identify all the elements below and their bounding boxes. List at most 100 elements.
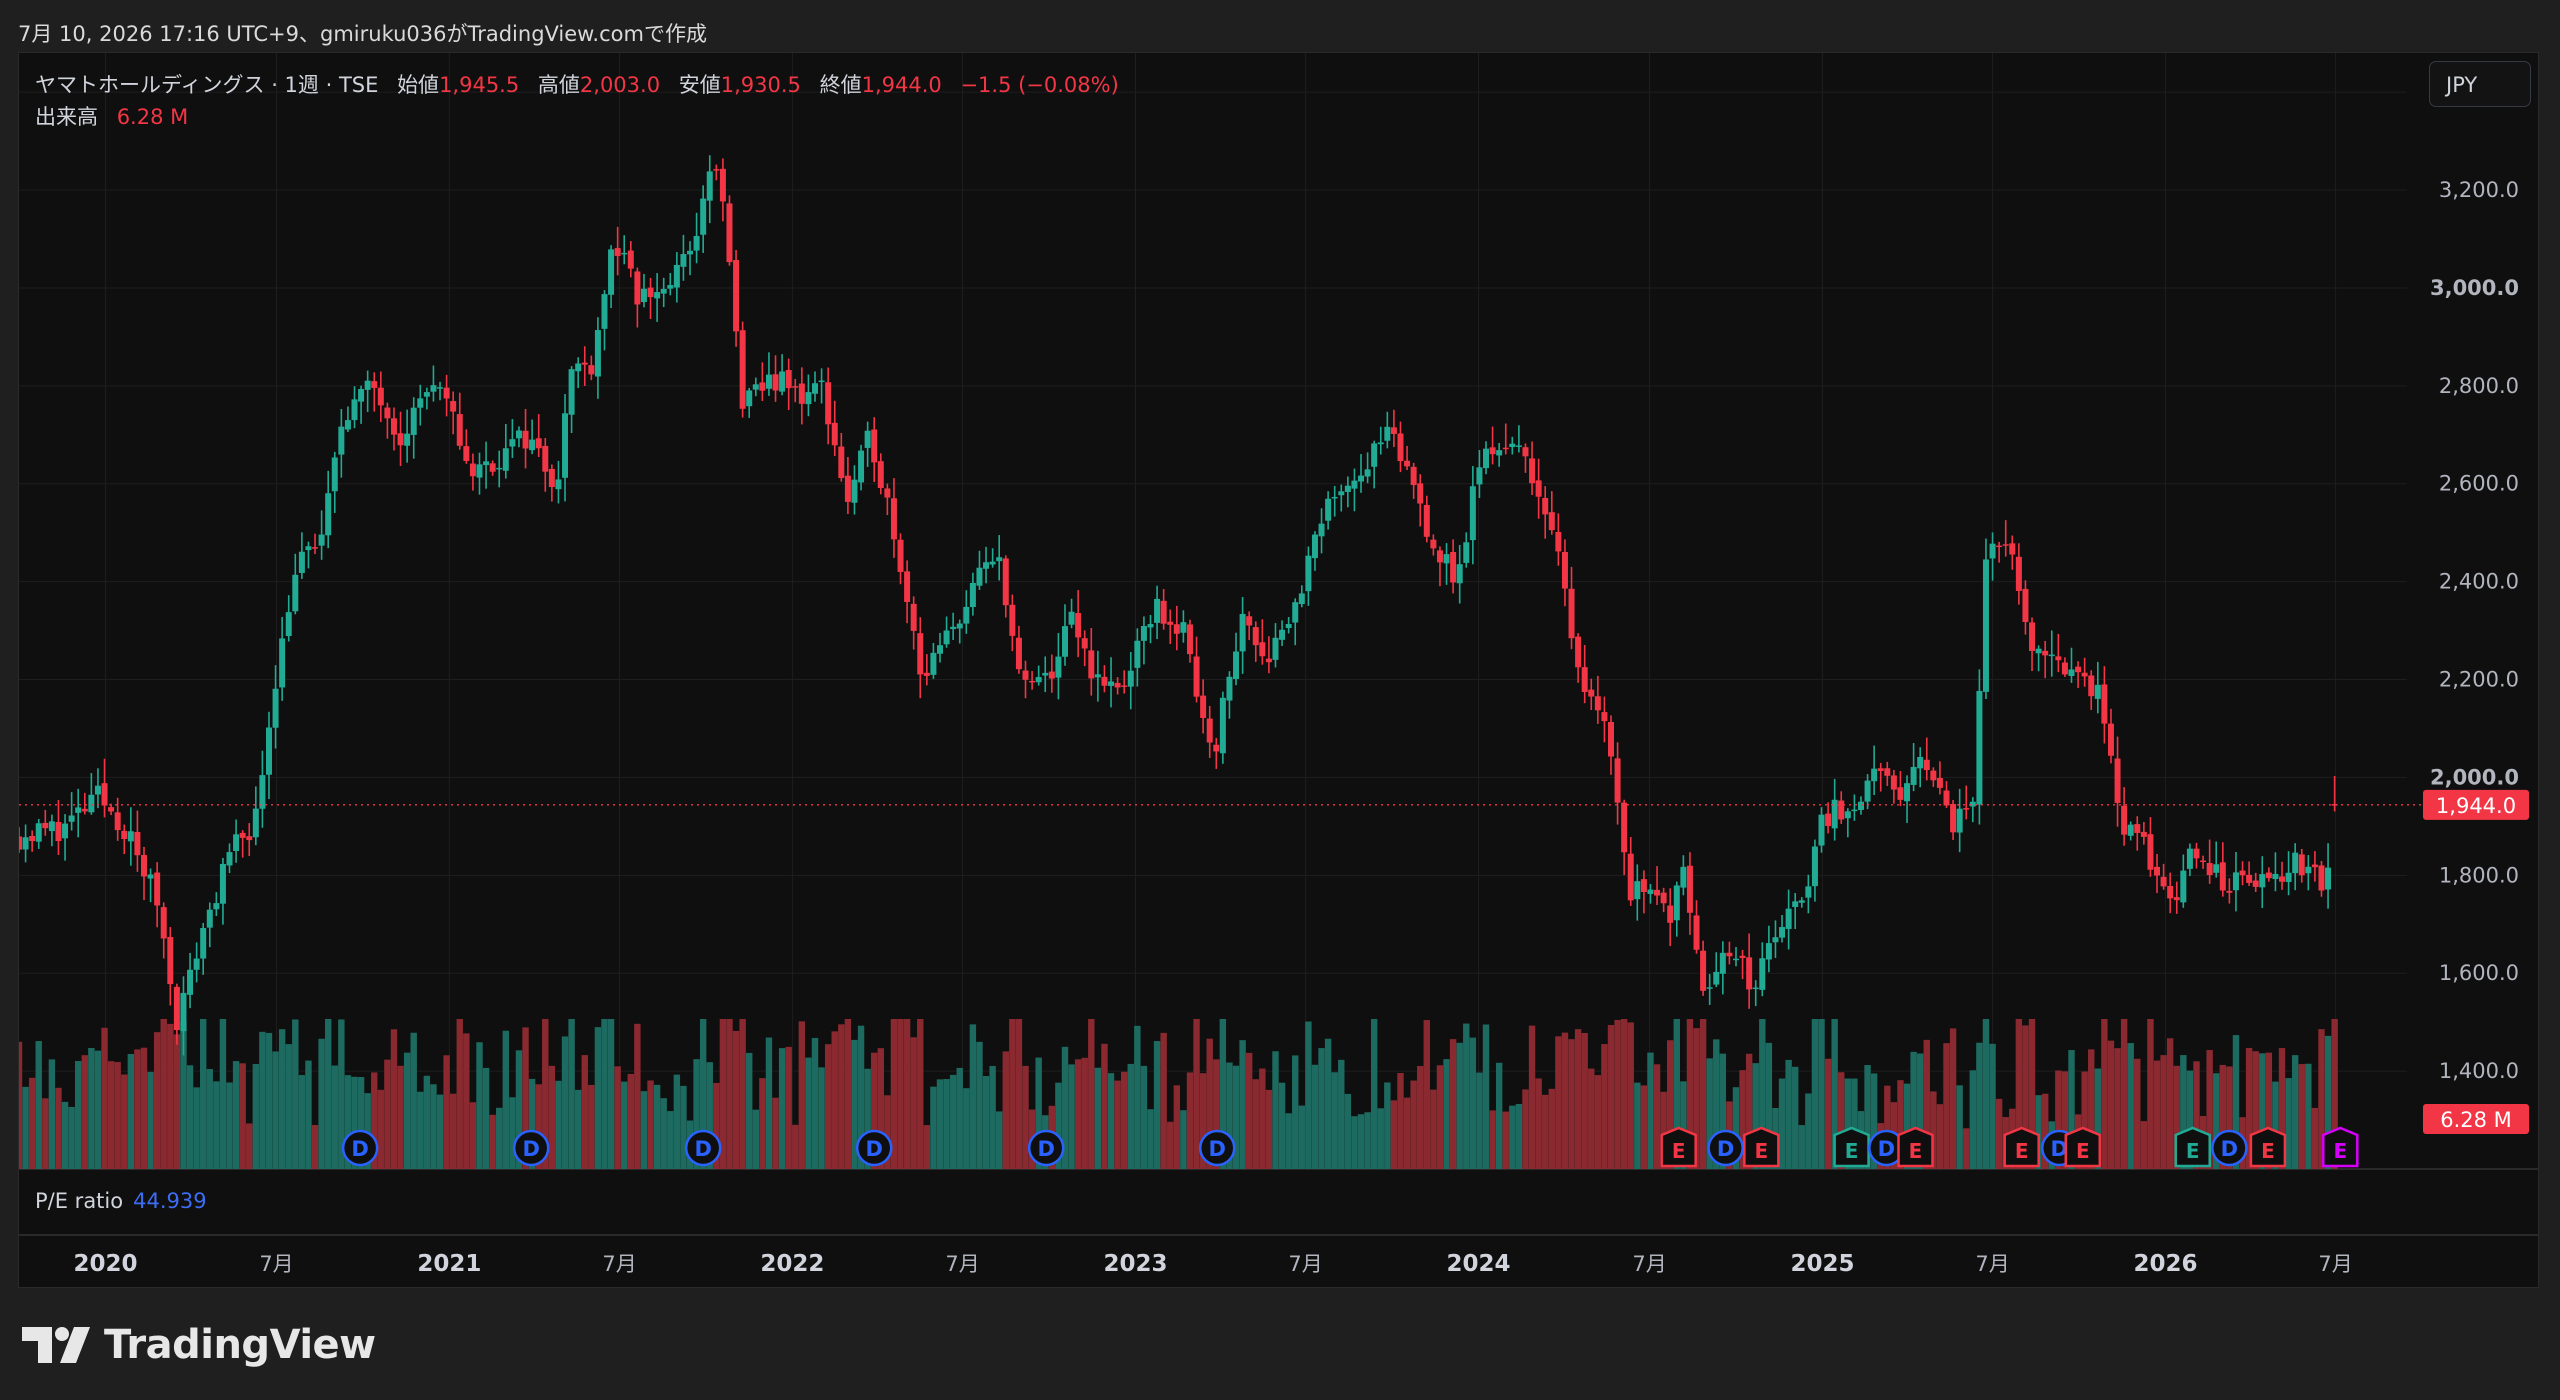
earnings-marker[interactable] bbox=[2249, 1126, 2287, 1168]
volume-bar bbox=[1370, 1019, 1378, 1169]
earnings-marker-label: E bbox=[2186, 1139, 2200, 1163]
candle-body bbox=[239, 832, 246, 838]
earnings-marker[interactable] bbox=[2322, 1126, 2359, 1168]
candle-body bbox=[1844, 811, 1851, 819]
candle-body bbox=[719, 168, 726, 202]
volume-bar bbox=[1410, 1080, 1417, 1169]
candle-body bbox=[1489, 447, 1496, 455]
candle-body bbox=[62, 823, 69, 839]
tradingview-logo[interactable]: TradingView bbox=[22, 1318, 376, 1372]
candle-body bbox=[384, 407, 391, 419]
candle-body bbox=[1167, 621, 1174, 625]
volume-bar bbox=[1002, 1051, 1009, 1169]
candle-body bbox=[2305, 866, 2312, 874]
dividend-marker[interactable] bbox=[2211, 1129, 2248, 1167]
symbol-title[interactable]: ヤマトホールディングス · 1週 · TSE bbox=[35, 73, 379, 97]
price-chart-svg[interactable]: 1,400.0 1,600.0 1,800.0 2,000.0 2,200.0 2,400… bbox=[19, 53, 2538, 1287]
earnings-marker[interactable] bbox=[2064, 1126, 2102, 1168]
candle-body bbox=[1594, 696, 1601, 711]
earnings-marker-label: E bbox=[2261, 1139, 2275, 1163]
volume-bar bbox=[206, 1069, 213, 1169]
x-tick-label: 2023 bbox=[1103, 1251, 1167, 1277]
dividend-marker[interactable] bbox=[855, 1129, 893, 1167]
earnings-marker[interactable] bbox=[2003, 1126, 2040, 1168]
candle-body bbox=[680, 254, 687, 267]
high-label: 高値 bbox=[537, 73, 580, 97]
volume-bar bbox=[1417, 1065, 1424, 1169]
volume-bar bbox=[890, 1019, 898, 1169]
volume-bar bbox=[199, 1019, 207, 1169]
earnings-marker[interactable] bbox=[1897, 1126, 1934, 1168]
earnings-marker[interactable] bbox=[2174, 1126, 2211, 1168]
volume-bar bbox=[193, 1087, 200, 1169]
volume-bar bbox=[851, 1039, 858, 1169]
volume-bar bbox=[81, 1055, 88, 1169]
volume-bar bbox=[423, 1075, 431, 1169]
candle-body bbox=[562, 413, 569, 478]
candle-body bbox=[1548, 512, 1555, 531]
candle-body bbox=[292, 574, 299, 612]
volume-bar bbox=[2245, 1047, 2253, 1169]
volume-bar bbox=[2206, 1050, 2213, 1169]
candle-body bbox=[1686, 865, 1693, 913]
candle-body bbox=[246, 836, 253, 841]
volume-bar bbox=[1903, 1083, 1911, 1169]
volume-bar bbox=[667, 1111, 674, 1169]
volume-bar bbox=[357, 1077, 365, 1169]
dividend-marker[interactable] bbox=[512, 1129, 550, 1167]
volume-bar bbox=[568, 1019, 575, 1169]
candle-body bbox=[673, 264, 680, 288]
candle-body bbox=[1818, 814, 1825, 846]
candle-body bbox=[121, 830, 128, 840]
candle-body bbox=[956, 623, 963, 629]
candle-body bbox=[1765, 943, 1772, 960]
volume-bar bbox=[2166, 1038, 2174, 1169]
dividend-marker-label: D bbox=[351, 1137, 368, 1161]
candle-body bbox=[1654, 889, 1661, 896]
dividend-marker-label: D bbox=[2221, 1137, 2238, 1161]
tradingview-logo-icon bbox=[22, 1327, 90, 1363]
volume-bar bbox=[1127, 1063, 1134, 1169]
earnings-marker[interactable] bbox=[1743, 1126, 1780, 1168]
candle-body bbox=[1614, 758, 1621, 803]
volume-bar bbox=[1851, 1078, 1858, 1169]
dividend-marker[interactable] bbox=[1027, 1129, 1065, 1167]
candle-body bbox=[2279, 876, 2286, 882]
candle-body bbox=[2265, 872, 2272, 879]
earnings-marker[interactable] bbox=[1660, 1126, 1697, 1168]
volume-bar bbox=[1607, 1025, 1615, 1169]
volume-bar bbox=[1791, 1066, 1799, 1169]
chart-frame[interactable]: 1,400.0 1,600.0 1,800.0 2,000.0 2,200.0 2,400… bbox=[18, 52, 2539, 1288]
dividend-marker[interactable] bbox=[684, 1129, 722, 1167]
candle-body bbox=[1200, 695, 1207, 718]
volume-bar bbox=[1798, 1125, 1805, 1169]
volume-bar bbox=[1719, 1053, 1727, 1169]
volume-bar bbox=[713, 1082, 720, 1169]
candle-body bbox=[1450, 551, 1457, 583]
volume-bar bbox=[2252, 1051, 2259, 1169]
candle-body bbox=[2068, 669, 2075, 676]
candle-body bbox=[1950, 804, 1957, 833]
candle-body bbox=[437, 387, 444, 389]
candle-body bbox=[588, 365, 595, 375]
candle-body bbox=[358, 389, 365, 402]
volume-bar bbox=[1930, 1091, 1937, 1169]
volume-bar bbox=[2259, 1053, 2266, 1169]
candle-body bbox=[364, 380, 371, 390]
x-tick-label: 2021 bbox=[417, 1251, 481, 1277]
candle-body bbox=[1265, 658, 1272, 663]
candle-body bbox=[515, 430, 522, 439]
candle-body bbox=[55, 822, 62, 842]
volume-bar bbox=[1759, 1019, 1766, 1169]
dividend-marker[interactable] bbox=[1198, 1129, 1236, 1167]
y-tick-label: 2,400.0 bbox=[2439, 570, 2519, 594]
volume-bar bbox=[989, 1065, 996, 1169]
candle-body bbox=[1035, 677, 1042, 683]
volume-bar bbox=[2028, 1019, 2036, 1169]
currency-button[interactable]: JPY bbox=[2429, 61, 2531, 107]
candle-body bbox=[2061, 662, 2068, 675]
candle-body bbox=[1094, 674, 1101, 678]
dividend-marker[interactable] bbox=[1707, 1129, 1744, 1167]
volume-bar bbox=[1870, 1073, 1878, 1169]
dividend-marker[interactable] bbox=[341, 1129, 379, 1167]
